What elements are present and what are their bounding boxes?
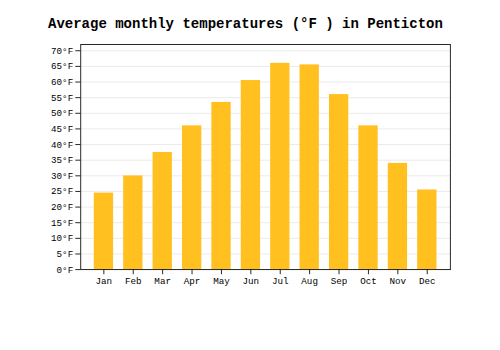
svg-text:Dec: Dec bbox=[419, 276, 436, 287]
svg-text:0°F: 0°F bbox=[57, 265, 74, 276]
svg-text:60°F: 60°F bbox=[51, 77, 73, 88]
svg-text:Jan: Jan bbox=[96, 276, 113, 287]
svg-text:30°F: 30°F bbox=[51, 171, 73, 182]
svg-text:May: May bbox=[213, 276, 230, 287]
svg-text:25°F: 25°F bbox=[51, 186, 73, 197]
svg-text:Oct: Oct bbox=[360, 276, 377, 287]
svg-text:15°F: 15°F bbox=[51, 218, 73, 229]
svg-text:Feb: Feb bbox=[125, 276, 142, 287]
svg-text:Jun: Jun bbox=[243, 276, 260, 287]
svg-text:20°F: 20°F bbox=[51, 202, 73, 213]
svg-text:Aug: Aug bbox=[301, 276, 318, 287]
svg-text:50°F: 50°F bbox=[51, 108, 73, 119]
svg-text:Apr: Apr bbox=[184, 276, 201, 287]
svg-text:40°F: 40°F bbox=[51, 140, 73, 151]
svg-text:5°F: 5°F bbox=[57, 249, 74, 260]
svg-text:55°F: 55°F bbox=[51, 93, 73, 104]
svg-text:10°F: 10°F bbox=[51, 233, 73, 244]
svg-text:Sep: Sep bbox=[331, 276, 348, 287]
svg-text:45°F: 45°F bbox=[51, 124, 73, 135]
html-text:Average monthly temperatures (: Average monthly temperatures (°F ) in Pe… bbox=[48, 16, 443, 32]
svg-text:Nov: Nov bbox=[390, 276, 407, 287]
svg-text:70°F: 70°F bbox=[51, 46, 73, 57]
svg-text:Mar: Mar bbox=[154, 276, 171, 287]
svg-text:35°F: 35°F bbox=[51, 155, 73, 166]
svg-text:Jul: Jul bbox=[272, 276, 289, 287]
svg-text:65°F: 65°F bbox=[51, 61, 73, 72]
